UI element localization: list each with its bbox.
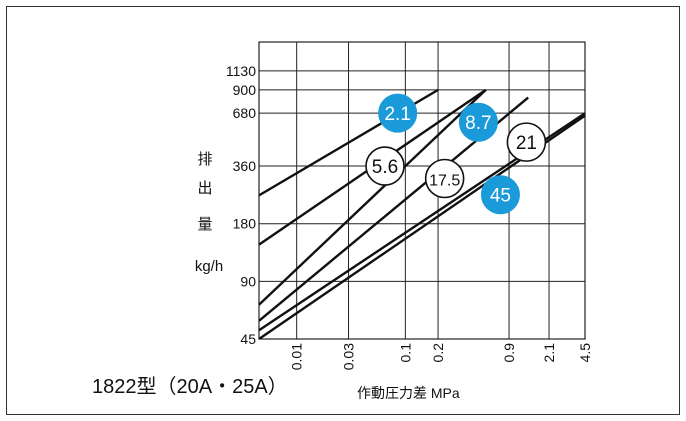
x-tick-label: 0.03 [341,343,357,370]
series-badge-label: 8.7 [465,113,491,134]
x-tick-label: 0.01 [289,343,305,370]
series-badge-2-1: 2.1 [378,93,418,133]
y-tick-label: 180 [233,216,257,232]
y-tick-label: 900 [233,82,257,98]
x-tick-label: 0.1 [397,343,413,363]
series-badge-21: 21 [506,122,547,162]
series-badge-45: 45 [480,175,520,215]
series-badge-8-7: 8.7 [458,102,498,142]
series-badge-label: 2.1 [384,104,410,125]
x-tick-label: 4.5 [577,343,593,363]
x-tick-label: 0.2 [430,343,446,363]
y-axis-unit: kg/h [195,258,223,275]
y-axis-label-char: 量 [197,216,212,233]
series-badge-label: 5.6 [372,157,398,178]
series-badge-label: 21 [516,133,537,154]
series-badge-label: 17.5 [429,172,460,189]
x-tick-label: 0.9 [501,343,517,363]
y-tick-label: 680 [233,105,257,121]
y-tick-label: 90 [240,273,256,289]
y-tick-label: 1130 [226,63,256,79]
series-line-8-7 [258,89,487,306]
series-badge-label: 45 [490,186,511,207]
series-badges: 2.1 5.6 8.7 17.5 21 45 [365,93,547,215]
y-axis-label: 排出量 kg/h [195,151,223,275]
y-tick-label: 45 [240,331,256,347]
y-axis-label-char: 出 [197,180,212,197]
series-badge-5-6: 5.6 [365,146,405,186]
chart-title: 1822型（20A・25A） [92,375,288,398]
x-tick-labels: 0.01 0.03 0.1 0.2 0.9 2.1 4.5 [289,343,593,370]
series-badge-17-5: 17.5 [424,158,465,199]
y-tick-label: 360 [233,158,257,174]
x-axis-label: 作動圧力差 MPa [357,385,460,401]
outer-frame [6,6,680,415]
y-axis-label-char: 排 [197,151,212,168]
x-tick-label: 2.1 [541,343,557,363]
y-tick-labels: 45 90 180 360 680 900 1130 [226,63,256,347]
